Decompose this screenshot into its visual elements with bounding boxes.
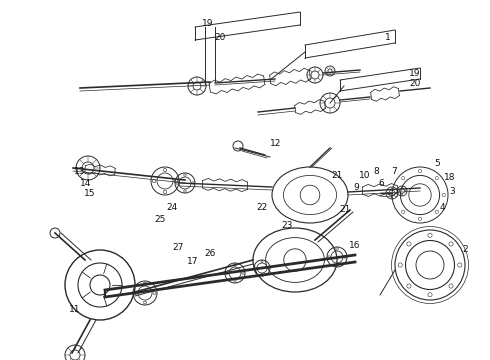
Text: 19: 19	[409, 69, 421, 78]
Text: 1: 1	[385, 32, 391, 41]
Text: 18: 18	[444, 174, 456, 183]
Text: 7: 7	[391, 167, 397, 176]
Text: 21: 21	[331, 171, 343, 180]
Text: 14: 14	[80, 179, 92, 188]
Text: 11: 11	[69, 306, 81, 315]
Text: 9: 9	[353, 184, 359, 193]
Text: 25: 25	[154, 216, 166, 225]
Text: 26: 26	[204, 248, 216, 257]
Text: 8: 8	[373, 167, 379, 176]
Text: 2: 2	[462, 246, 468, 255]
Text: 21: 21	[339, 206, 351, 215]
Text: 16: 16	[349, 240, 361, 249]
Text: 10: 10	[359, 171, 371, 180]
Text: 5: 5	[434, 158, 440, 167]
Text: 20: 20	[409, 78, 421, 87]
Text: 15: 15	[84, 189, 96, 198]
Text: 3: 3	[449, 188, 455, 197]
Text: 4: 4	[439, 203, 445, 212]
Text: 22: 22	[256, 203, 268, 212]
Text: 13: 13	[74, 167, 86, 176]
Text: 23: 23	[281, 220, 293, 230]
Text: 12: 12	[270, 139, 282, 148]
Text: 17: 17	[187, 257, 199, 266]
Text: 24: 24	[167, 203, 178, 212]
Text: 27: 27	[172, 243, 184, 252]
Text: 20: 20	[214, 32, 226, 41]
Text: 19: 19	[202, 19, 214, 28]
Text: 6: 6	[378, 179, 384, 188]
